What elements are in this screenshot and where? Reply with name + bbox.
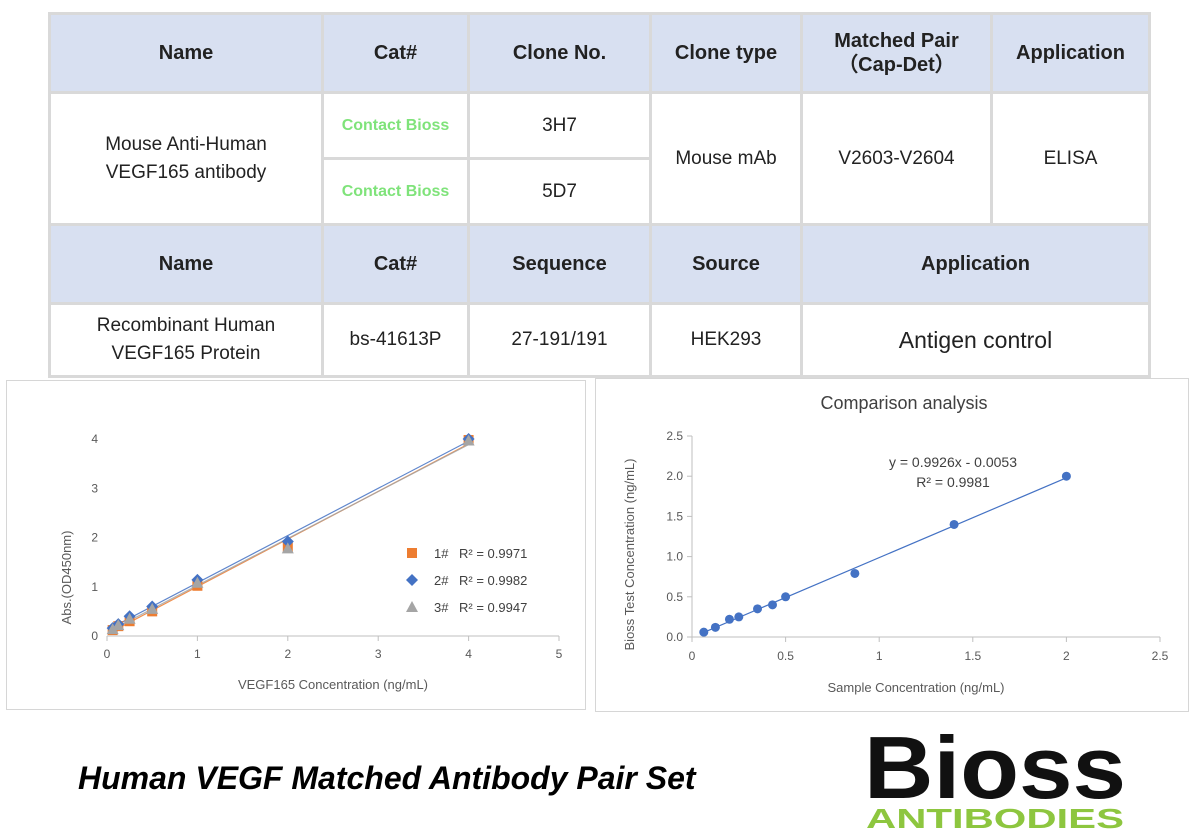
x-tick-label: 1 xyxy=(876,649,883,663)
y-tick-label: 1 xyxy=(91,580,98,594)
legend-r2: R² = 0.9971 xyxy=(459,546,527,561)
y-tick-label: 2 xyxy=(91,531,98,545)
application: ELISA xyxy=(990,91,1151,226)
data-point-2# xyxy=(281,535,294,548)
data-point xyxy=(734,612,744,622)
x-tick-label: 2 xyxy=(1063,649,1070,663)
data-point-3# xyxy=(106,623,119,635)
x-tick-label: 4 xyxy=(465,647,472,661)
contact-bioss-link[interactable]: Contact Bioss xyxy=(321,157,470,226)
y-tick-label: 0 xyxy=(91,629,98,643)
data-point xyxy=(753,604,763,614)
x-tick-label: 0.5 xyxy=(777,649,794,663)
contact-bioss-link[interactable]: Contact Bioss xyxy=(321,91,470,160)
x-tick-label: 0 xyxy=(689,649,696,663)
data-point xyxy=(1061,471,1071,481)
legend-marker-3# xyxy=(406,601,418,612)
data-point xyxy=(699,627,709,637)
protein-source: HEK293 xyxy=(649,302,803,378)
matched-pair: V2603-V2604 xyxy=(800,91,993,226)
standard-curve-panel: 0 1 2 3 4 5 0 1 2 3 4 VEGF165 Concentration (ng/mL)… xyxy=(6,380,586,710)
trendline-r2: R² = 0.9981 xyxy=(916,474,990,490)
antibody-name: Mouse Anti-Human VEGF165 antibody xyxy=(48,91,324,226)
chart-title: Comparison analysis xyxy=(820,393,987,413)
header-source: Source xyxy=(649,223,803,305)
data-point-3# xyxy=(191,576,204,588)
data-point xyxy=(850,568,860,578)
y-tick-label: 0.5 xyxy=(666,590,683,604)
clone-type: Mouse mAb xyxy=(649,91,803,226)
comparison-chart: Comparison analysis 0 0.5 1 1.5 2 2.5 0.0 0.5 1.0… xyxy=(622,393,1169,695)
legend-marker-1# xyxy=(407,548,417,558)
y-tick-label: 3 xyxy=(91,481,98,495)
protein-sequence: 27-191/191 xyxy=(467,302,652,378)
y-tick-label: 1.5 xyxy=(666,509,683,523)
header-application-2: Application xyxy=(800,223,1151,305)
header-cat: Cat# xyxy=(321,12,470,94)
x-tick-label: 3 xyxy=(375,647,382,661)
header-sequence: Sequence xyxy=(467,223,652,305)
y-tick-label: 0.0 xyxy=(666,630,683,644)
y-tick-label: 2.0 xyxy=(666,469,683,483)
data-point xyxy=(781,592,791,602)
protein-cat: bs-41613P xyxy=(321,302,470,378)
protein-application: Antigen control xyxy=(800,302,1151,378)
trendline-equation: y = 0.9926x - 0.0053 xyxy=(889,454,1017,470)
data-point-3# xyxy=(281,542,294,554)
x-tick-label: 1 xyxy=(194,647,201,661)
header-matched-pair: Matched Pair （Cap-Det） xyxy=(800,12,993,94)
bioss-logo: Bioss ANTIBODIES xyxy=(864,722,1126,832)
trendline-2# xyxy=(112,440,469,628)
header-clone-type: Clone type xyxy=(649,12,803,94)
y-tick-label: 2.5 xyxy=(666,429,683,443)
clone-3h7: 3H7 xyxy=(467,91,652,160)
trendline-3# xyxy=(112,444,469,630)
trendline xyxy=(703,477,1067,633)
data-point xyxy=(710,622,720,632)
data-point xyxy=(767,600,777,610)
logo-text-bioss: Bioss xyxy=(864,722,1126,817)
product-title: Human VEGF Matched Antibody Pair Set xyxy=(78,760,696,796)
y-axis-label: Abs.(OD450nm) xyxy=(59,531,74,625)
legend-label: 1# xyxy=(434,546,449,561)
data-point xyxy=(724,614,734,624)
data-point-3# xyxy=(462,434,475,446)
header-application: Application xyxy=(990,12,1151,94)
product-table: Name Cat# Clone No. Clone type Matched P… xyxy=(48,12,1151,378)
x-tick-label: 2.5 xyxy=(1152,649,1169,663)
data-point xyxy=(949,519,959,529)
legend-label: 2# xyxy=(434,573,449,588)
x-axis-label: Sample Concentration (ng/mL) xyxy=(827,680,1004,695)
x-tick-label: 2 xyxy=(284,647,291,661)
x-tick-label: 0 xyxy=(104,647,111,661)
legend-marker-2# xyxy=(406,574,418,586)
legend-label: 3# xyxy=(434,600,449,615)
logo-text-antibodies: ANTIBODIES xyxy=(866,803,1124,832)
y-tick-label: 1.0 xyxy=(666,550,683,564)
x-tick-label: 5 xyxy=(556,647,563,661)
header-clone-no: Clone No. xyxy=(467,12,652,94)
header-name-2: Name xyxy=(48,223,324,305)
data-point-3# xyxy=(112,619,125,631)
x-axis-label: VEGF165 Concentration (ng/mL) xyxy=(238,677,428,692)
y-axis-label: Bioss Test Concentration (ng/mL) xyxy=(622,459,637,651)
header-name: Name xyxy=(48,12,324,94)
legend-r2: R² = 0.9982 xyxy=(459,573,527,588)
standard-curve-chart: 0 1 2 3 4 5 0 1 2 3 4 VEGF165 Concentration (ng/mL)… xyxy=(59,432,563,692)
comparison-panel: Comparison analysis 0 0.5 1 1.5 2 2.5 0.0 0.5 1.0… xyxy=(595,378,1189,712)
data-point-3# xyxy=(123,612,136,624)
legend-r2: R² = 0.9947 xyxy=(459,600,527,615)
protein-name: Recombinant Human VEGF165 Protein xyxy=(48,302,324,378)
clone-5d7: 5D7 xyxy=(467,157,652,226)
header-cat-2: Cat# xyxy=(321,223,470,305)
y-tick-label: 4 xyxy=(91,432,98,446)
data-point-3# xyxy=(146,602,159,614)
x-tick-label: 1.5 xyxy=(964,649,981,663)
